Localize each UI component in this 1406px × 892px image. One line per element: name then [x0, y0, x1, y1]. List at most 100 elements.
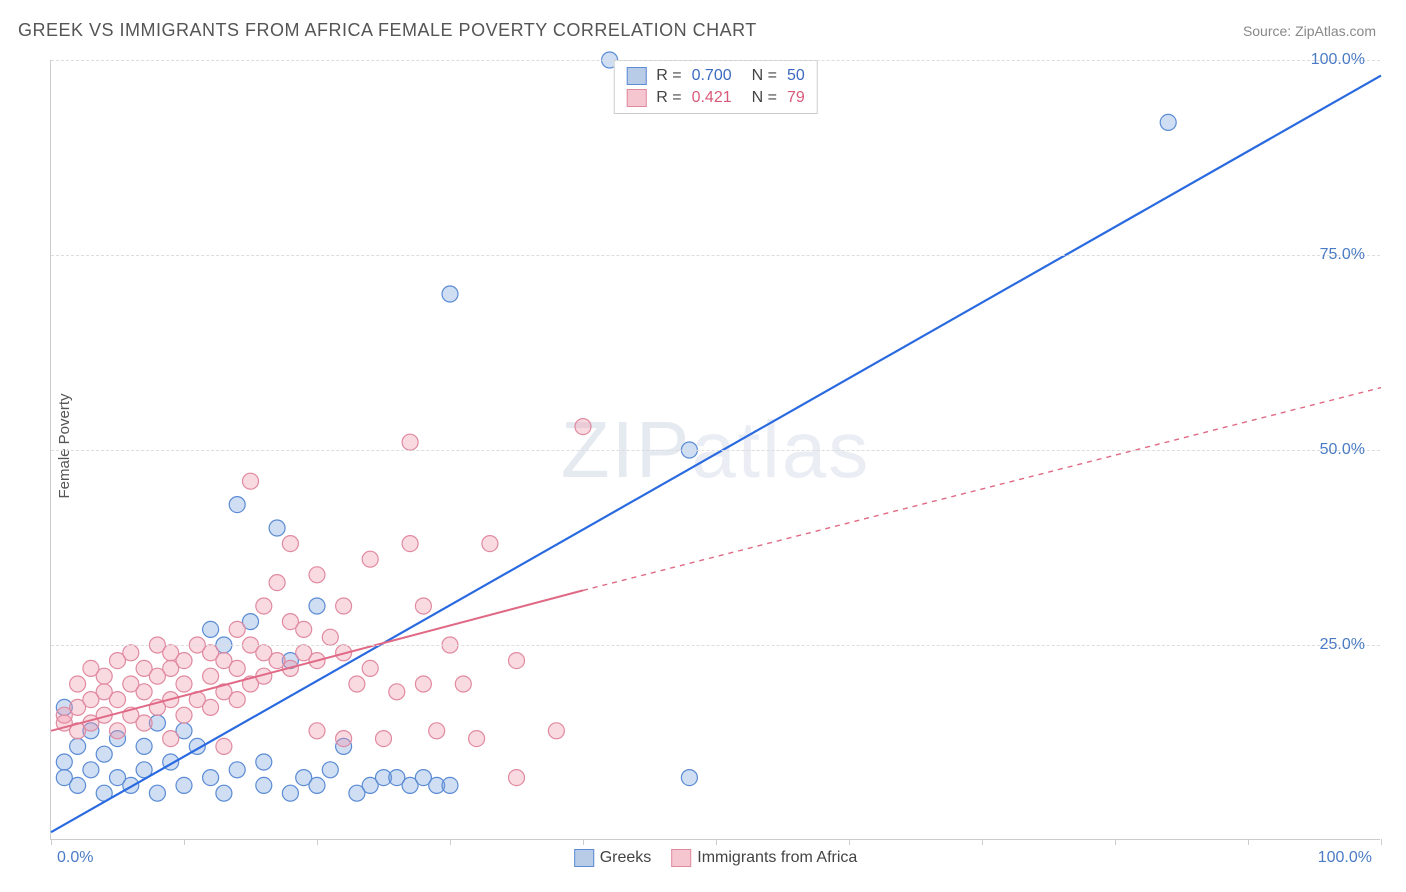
scatter-point	[269, 575, 285, 591]
scatter-point	[309, 567, 325, 583]
scatter-point	[402, 536, 418, 552]
stats-row: R = 0.421N = 79	[626, 87, 805, 109]
scatter-point	[176, 707, 192, 723]
scatter-point	[469, 731, 485, 747]
xtick	[982, 839, 983, 845]
xtick	[1381, 839, 1382, 845]
xtick	[583, 839, 584, 845]
scatter-point	[123, 645, 139, 661]
xtick	[51, 839, 52, 845]
scatter-point	[681, 770, 697, 786]
scatter-point	[482, 536, 498, 552]
gridline	[51, 450, 1380, 451]
scatter-point	[322, 762, 338, 778]
stat-r-value: 0.700	[692, 67, 732, 85]
scatter-point	[376, 731, 392, 747]
scatter-point	[429, 723, 445, 739]
scatter-point	[229, 621, 245, 637]
scatter-point	[96, 746, 112, 762]
scatter-point	[548, 723, 564, 739]
scatter-point	[136, 738, 152, 754]
scatter-point	[203, 770, 219, 786]
xtick-label: 100.0%	[1318, 849, 1372, 867]
gridline	[51, 645, 1380, 646]
scatter-point	[203, 621, 219, 637]
scatter-point	[256, 777, 272, 793]
scatter-point	[110, 692, 126, 708]
scatter-point	[56, 754, 72, 770]
scatter-point	[70, 676, 86, 692]
scatter-point	[136, 684, 152, 700]
scatter-point	[389, 684, 405, 700]
scatter-point	[229, 692, 245, 708]
xtick-label: 0.0%	[57, 849, 93, 867]
scatter-point	[256, 598, 272, 614]
source-label: Source: ZipAtlas.com	[1243, 23, 1376, 39]
stats-row: R = 0.700 N = 50	[626, 65, 805, 87]
ytick-label: 100.0%	[1311, 51, 1365, 69]
scatter-point	[282, 536, 298, 552]
ytick-label: 75.0%	[1320, 246, 1365, 264]
legend-label: Immigrants from Africa	[697, 849, 857, 867]
legend-item: Immigrants from Africa	[671, 849, 857, 867]
scatter-point	[415, 676, 431, 692]
scatter-point	[362, 551, 378, 567]
stats-legend: R = 0.700 N = 50R = 0.421 N = 79	[613, 60, 818, 114]
legend-label: Greeks	[600, 849, 652, 867]
xtick	[849, 839, 850, 845]
xtick	[716, 839, 717, 845]
scatter-point	[229, 762, 245, 778]
scatter-point	[309, 598, 325, 614]
scatter-point	[83, 762, 99, 778]
scatter-point	[203, 699, 219, 715]
scatter-point	[149, 785, 165, 801]
scatter-point	[362, 660, 378, 676]
stat-r-label: R =	[656, 67, 681, 85]
stat-r-value: 0.421	[692, 89, 732, 107]
scatter-point	[163, 731, 179, 747]
scatter-point	[110, 723, 126, 739]
scatter-point	[176, 653, 192, 669]
scatter-point	[176, 777, 192, 793]
legend-swatch	[626, 89, 646, 107]
scatter-point	[509, 770, 525, 786]
scatter-point	[336, 598, 352, 614]
stat-n-value: 79	[787, 89, 805, 107]
scatter-point	[229, 660, 245, 676]
legend-swatch	[626, 67, 646, 85]
xtick	[1115, 839, 1116, 845]
stat-n-label: N =	[752, 89, 777, 107]
stat-n-label: N =	[752, 67, 777, 85]
scatter-point	[216, 738, 232, 754]
scatter-point	[455, 676, 471, 692]
scatter-point	[70, 777, 86, 793]
scatter-point	[229, 497, 245, 513]
scatter-point	[336, 731, 352, 747]
ytick-label: 25.0%	[1320, 636, 1365, 654]
scatter-point	[176, 676, 192, 692]
scatter-point	[203, 668, 219, 684]
scatter-point	[402, 434, 418, 450]
scatter-point	[136, 715, 152, 731]
xtick	[317, 839, 318, 845]
legend-swatch	[671, 849, 691, 867]
gridline	[51, 255, 1380, 256]
scatter-point	[575, 419, 591, 435]
stat-n-value: 50	[787, 67, 805, 85]
bottom-legend: Greeks Immigrants from Africa	[574, 849, 858, 867]
scatter-point	[1160, 114, 1176, 130]
scatter-point	[442, 777, 458, 793]
xtick	[1248, 839, 1249, 845]
scatter-point	[269, 520, 285, 536]
trendline	[51, 76, 1381, 833]
xtick	[450, 839, 451, 845]
chart-title: GREEK VS IMMIGRANTS FROM AFRICA FEMALE P…	[18, 20, 757, 41]
scatter-point	[349, 676, 365, 692]
legend-item: Greeks	[574, 849, 652, 867]
gridline	[51, 60, 1380, 61]
scatter-point	[415, 598, 431, 614]
xtick	[184, 839, 185, 845]
scatter-point	[256, 754, 272, 770]
scatter-point	[96, 668, 112, 684]
ytick-label: 50.0%	[1320, 441, 1365, 459]
